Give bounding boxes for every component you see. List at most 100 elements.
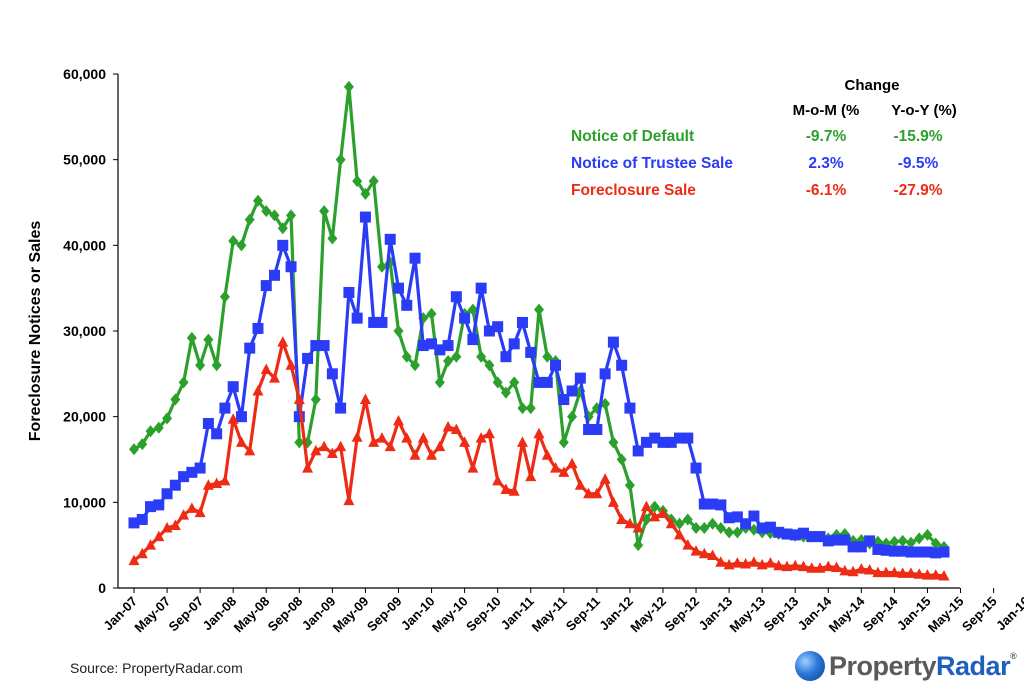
data-point bbox=[310, 393, 321, 406]
data-point bbox=[831, 534, 843, 546]
data-point bbox=[566, 385, 578, 397]
data-point bbox=[451, 350, 462, 363]
data-point bbox=[922, 528, 933, 541]
data-point bbox=[153, 530, 165, 542]
data-point bbox=[633, 539, 644, 552]
series-notice-of-trustee-sale bbox=[128, 211, 950, 559]
data-point bbox=[624, 479, 635, 492]
data-point bbox=[516, 316, 528, 328]
x-tick-label: May-08 bbox=[231, 594, 273, 636]
x-tick-label: May-11 bbox=[529, 594, 570, 635]
data-point bbox=[392, 282, 404, 294]
x-tick-labels: Jan-07May-07Sep-07Jan-08May-08Sep-08Jan-… bbox=[100, 593, 1024, 635]
data-point bbox=[715, 522, 726, 535]
data-point bbox=[443, 354, 454, 367]
data-point bbox=[178, 376, 189, 389]
data-point bbox=[277, 239, 289, 251]
data-point bbox=[261, 205, 272, 218]
data-point bbox=[657, 507, 669, 518]
change-heading: Change bbox=[844, 77, 899, 94]
series-foreclosure-sale bbox=[128, 336, 950, 581]
data-point bbox=[343, 286, 355, 298]
source-note: Source: PropertyRadar.com bbox=[70, 660, 243, 676]
yoy-header: Y-o-Y (%) bbox=[891, 102, 957, 119]
data-point bbox=[930, 569, 942, 580]
data-point bbox=[136, 513, 148, 525]
data-point bbox=[607, 336, 619, 348]
x-tick-label: Sep-08 bbox=[265, 594, 306, 635]
data-point bbox=[277, 222, 288, 235]
data-point bbox=[764, 557, 776, 568]
data-point bbox=[219, 474, 231, 486]
x-tick-label: Sep-07 bbox=[165, 594, 206, 635]
x-tick-label: Sep-15 bbox=[959, 594, 1000, 635]
data-point bbox=[467, 303, 478, 316]
data-point bbox=[566, 457, 578, 469]
data-point bbox=[847, 565, 859, 577]
data-point bbox=[574, 479, 586, 490]
y-tick-label: 60,000 bbox=[63, 66, 106, 82]
series-notice-of-default bbox=[129, 80, 949, 553]
data-point bbox=[921, 569, 933, 580]
data-point bbox=[525, 470, 537, 482]
data-point bbox=[905, 567, 917, 578]
data-point bbox=[822, 560, 834, 572]
data-point bbox=[508, 485, 520, 496]
data-point bbox=[632, 522, 644, 533]
x-tick-label: Sep-11 bbox=[563, 594, 603, 634]
data-point bbox=[839, 534, 851, 546]
data-point bbox=[889, 535, 900, 548]
data-point bbox=[252, 322, 264, 334]
data-point bbox=[260, 280, 272, 292]
data-point bbox=[186, 331, 197, 344]
data-point bbox=[269, 269, 281, 281]
data-point bbox=[665, 436, 677, 448]
data-point bbox=[913, 546, 925, 558]
data-point bbox=[161, 522, 173, 533]
data-point bbox=[483, 325, 495, 337]
data-point bbox=[194, 506, 206, 518]
data-point bbox=[888, 566, 900, 578]
series-lines bbox=[128, 80, 950, 581]
data-point bbox=[252, 384, 264, 396]
data-point bbox=[649, 432, 661, 444]
data-point bbox=[541, 376, 553, 388]
data-point bbox=[773, 559, 785, 571]
data-point bbox=[814, 562, 826, 573]
data-point bbox=[450, 291, 462, 303]
data-point bbox=[410, 359, 421, 372]
data-point bbox=[674, 432, 686, 444]
x-tick-label: Sep-09 bbox=[364, 594, 405, 635]
data-point bbox=[228, 235, 239, 248]
data-point bbox=[360, 187, 371, 200]
y-tick-label: 50,000 bbox=[63, 152, 106, 168]
data-point bbox=[227, 381, 239, 393]
data-point bbox=[591, 424, 603, 436]
data-point bbox=[624, 402, 636, 414]
data-point bbox=[649, 500, 660, 513]
data-point bbox=[194, 462, 206, 474]
data-point bbox=[343, 494, 355, 506]
data-point bbox=[748, 510, 760, 522]
data-point bbox=[574, 372, 586, 384]
data-point bbox=[483, 427, 495, 439]
y-tick-label: 10,000 bbox=[63, 494, 106, 510]
x-tick-label: May-07 bbox=[131, 594, 173, 636]
data-point bbox=[426, 449, 438, 460]
data-point bbox=[335, 153, 346, 166]
data-point bbox=[178, 471, 190, 483]
data-point bbox=[202, 479, 214, 490]
data-point bbox=[153, 421, 164, 434]
data-point bbox=[145, 539, 157, 550]
globe-icon bbox=[795, 651, 825, 681]
data-point bbox=[293, 411, 305, 423]
data-point bbox=[211, 477, 223, 488]
data-point bbox=[624, 517, 636, 529]
data-point bbox=[657, 436, 669, 448]
data-point bbox=[640, 436, 652, 448]
foreclosure-chart: 0 10,000 20,000 30,000 40,000 50,000 60,000 Ja… bbox=[27, 66, 1024, 635]
data-point bbox=[318, 440, 330, 452]
data-point bbox=[558, 466, 570, 477]
data-point bbox=[831, 561, 843, 572]
data-point bbox=[302, 352, 314, 364]
